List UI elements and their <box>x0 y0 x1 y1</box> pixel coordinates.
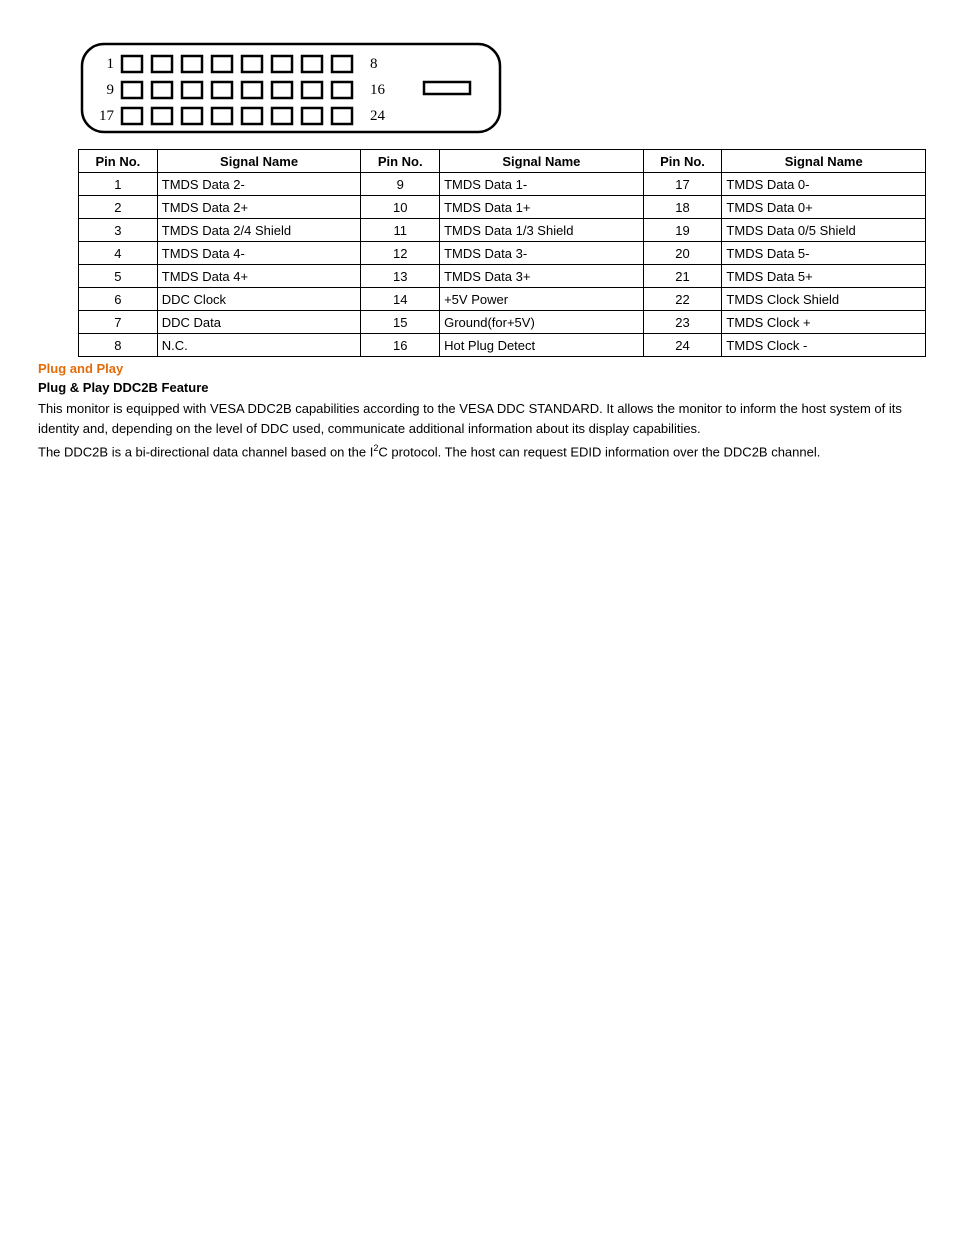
signal-name-cell: DDC Clock <box>157 288 361 311</box>
signal-name-cell: N.C. <box>157 334 361 357</box>
pin-number-cell: 3 <box>79 219 158 242</box>
signal-name-cell: DDC Data <box>157 311 361 334</box>
pin-number-cell: 20 <box>643 242 722 265</box>
col-header: Signal Name <box>722 150 926 173</box>
signal-name-cell: TMDS Data 4- <box>157 242 361 265</box>
row-label-9: 9 <box>107 82 115 98</box>
signal-name-cell: TMDS Data 0/5 Shield <box>722 219 926 242</box>
dvi-connector-diagram: 1 9 17 8 16 24 <box>62 38 916 141</box>
signal-name-cell: TMDS Data 0+ <box>722 196 926 219</box>
table-row: 5TMDS Data 4+13TMDS Data 3+21TMDS Data 5… <box>79 265 926 288</box>
paragraph-1: This monitor is equipped with VESA DDC2B… <box>38 399 916 438</box>
pin-number-cell: 24 <box>643 334 722 357</box>
signal-name-cell: TMDS Data 1+ <box>440 196 644 219</box>
pin-number-cell: 23 <box>643 311 722 334</box>
row-label-24: 24 <box>370 108 386 124</box>
pin-number-cell: 1 <box>79 173 158 196</box>
table-row: 7DDC Data15Ground(for+5V)23TMDS Clock + <box>79 311 926 334</box>
signal-name-cell: TMDS Clock - <box>722 334 926 357</box>
pin-number-cell: 6 <box>79 288 158 311</box>
signal-name-cell: TMDS Data 2/4 Shield <box>157 219 361 242</box>
table-row: 2TMDS Data 2+10TMDS Data 1+18TMDS Data 0… <box>79 196 926 219</box>
col-header: Pin No. <box>643 150 722 173</box>
pin-number-cell: 18 <box>643 196 722 219</box>
pin-number-cell: 15 <box>361 311 440 334</box>
pin-number-cell: 7 <box>79 311 158 334</box>
pin-number-cell: 19 <box>643 219 722 242</box>
pin-number-cell: 5 <box>79 265 158 288</box>
signal-name-cell: TMDS Data 5- <box>722 242 926 265</box>
pin-number-cell: 13 <box>361 265 440 288</box>
pin-number-cell: 16 <box>361 334 440 357</box>
signal-name-cell: +5V Power <box>440 288 644 311</box>
signal-name-cell: TMDS Data 0- <box>722 173 926 196</box>
pin-number-cell: 4 <box>79 242 158 265</box>
col-header: Signal Name <box>157 150 361 173</box>
table-row: 3TMDS Data 2/4 Shield11TMDS Data 1/3 Shi… <box>79 219 926 242</box>
pin-number-cell: 17 <box>643 173 722 196</box>
pin-assignment-table: Pin No. Signal Name Pin No. Signal Name … <box>78 149 926 357</box>
paragraph-2: The DDC2B is a bi-directional data chann… <box>38 442 916 462</box>
pin-number-cell: 2 <box>79 196 158 219</box>
subsection-title: Plug & Play DDC2B Feature <box>38 380 916 395</box>
signal-name-cell: TMDS Clock + <box>722 311 926 334</box>
signal-name-cell: TMDS Data 5+ <box>722 265 926 288</box>
table-row: 4TMDS Data 4-12TMDS Data 3-20TMDS Data 5… <box>79 242 926 265</box>
table-header-row: Pin No. Signal Name Pin No. Signal Name … <box>79 150 926 173</box>
signal-name-cell: TMDS Data 3- <box>440 242 644 265</box>
pin-number-cell: 10 <box>361 196 440 219</box>
section-title: Plug and Play <box>38 361 916 376</box>
signal-name-cell: TMDS Data 1- <box>440 173 644 196</box>
pin-number-cell: 9 <box>361 173 440 196</box>
pin-number-cell: 22 <box>643 288 722 311</box>
table-row: 8N.C.16Hot Plug Detect24TMDS Clock - <box>79 334 926 357</box>
table-row: 6DDC Clock14+5V Power22TMDS Clock Shield <box>79 288 926 311</box>
row-label-17: 17 <box>99 108 115 124</box>
row-label-16: 16 <box>370 82 386 98</box>
table-row: 1TMDS Data 2-9TMDS Data 1-17TMDS Data 0- <box>79 173 926 196</box>
signal-name-cell: TMDS Clock Shield <box>722 288 926 311</box>
signal-name-cell: TMDS Data 3+ <box>440 265 644 288</box>
signal-name-cell: Ground(for+5V) <box>440 311 644 334</box>
signal-name-cell: TMDS Data 2- <box>157 173 361 196</box>
pin-number-cell: 12 <box>361 242 440 265</box>
pin-number-cell: 14 <box>361 288 440 311</box>
pin-number-cell: 8 <box>79 334 158 357</box>
signal-name-cell: TMDS Data 1/3 Shield <box>440 219 644 242</box>
col-header: Signal Name <box>440 150 644 173</box>
row-label-8: 8 <box>370 56 378 72</box>
col-header: Pin No. <box>361 150 440 173</box>
signal-name-cell: TMDS Data 2+ <box>157 196 361 219</box>
row-label-1: 1 <box>107 56 115 72</box>
signal-name-cell: TMDS Data 4+ <box>157 265 361 288</box>
col-header: Pin No. <box>79 150 158 173</box>
signal-name-cell: Hot Plug Detect <box>440 334 644 357</box>
pin-number-cell: 21 <box>643 265 722 288</box>
pin-number-cell: 11 <box>361 219 440 242</box>
